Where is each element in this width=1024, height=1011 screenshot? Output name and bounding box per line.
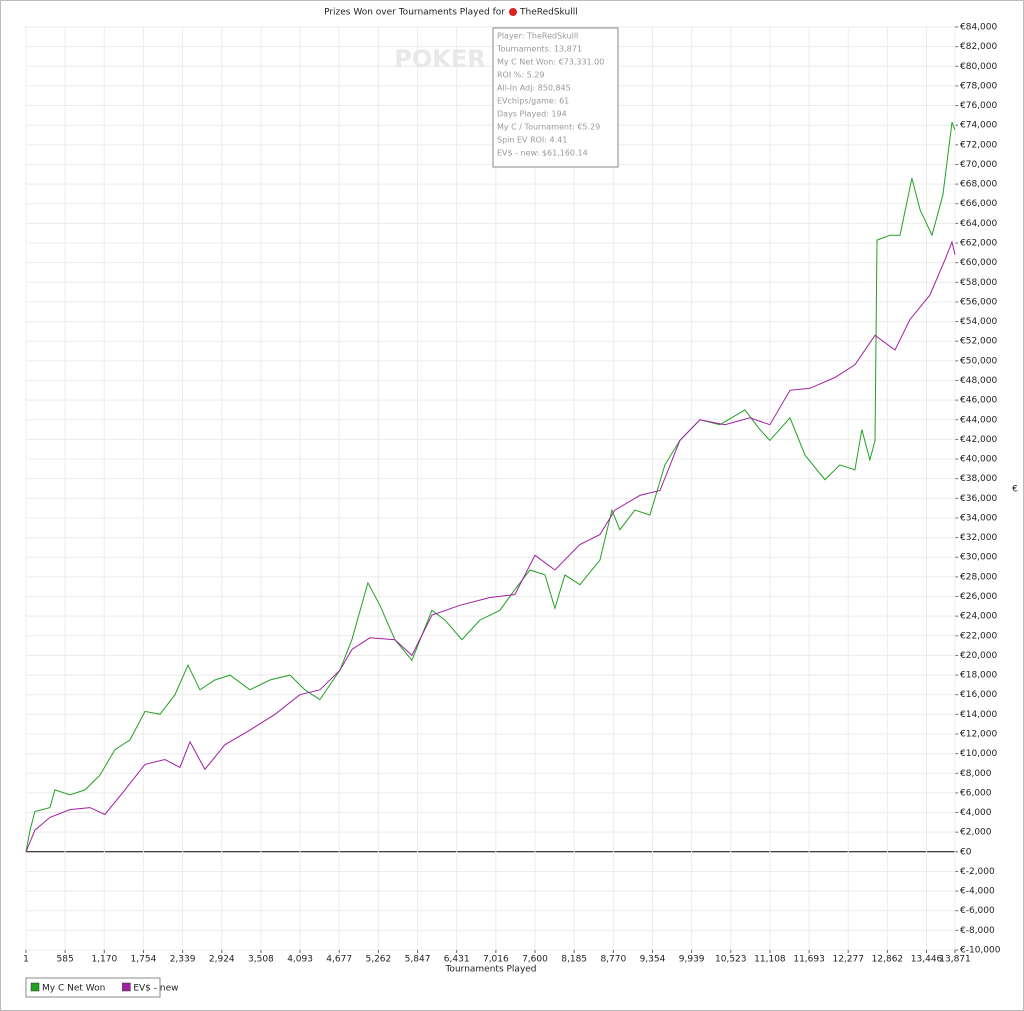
y-tick-label: €30,000	[960, 553, 997, 563]
y-tick-label: €74,000	[960, 121, 997, 131]
x-tick-label: 12,862	[872, 955, 904, 965]
tooltip: Player: TheRedSkulll Tournaments: 13,871 M…	[492, 27, 619, 168]
x-tick-label: 585	[57, 955, 74, 965]
y-tick-label: €46,000	[960, 396, 997, 406]
y-tick-label: €48,000	[960, 376, 997, 386]
legend-swatch	[122, 982, 131, 992]
tooltip-line: EV$ - new: $61,160.14	[497, 149, 588, 158]
x-tick-label: 1,170	[91, 955, 117, 965]
x-tick-label: 2,339	[170, 955, 196, 965]
y-tick-label: €-2,000	[960, 867, 995, 877]
tooltip-box	[492, 27, 619, 168]
y-tick-label: €50,000	[960, 356, 997, 366]
x-tick-label: 5,262	[365, 955, 391, 965]
tooltip-line: ROI %: 5.29	[497, 71, 544, 80]
x-tick-label: 1,754	[131, 955, 157, 965]
x-tick-label: 13,446	[911, 955, 943, 965]
x-tick-label: 6,431	[444, 955, 470, 965]
y-tick-label: €66,000	[960, 199, 997, 209]
x-tick-label: 10,523	[715, 955, 747, 965]
y-tick-label: €8,000	[960, 769, 992, 779]
x-tick-label: 9,939	[679, 955, 705, 965]
chart-title: Prizes Won over Tournaments Played for	[324, 8, 505, 18]
plot-area	[25, 26, 956, 951]
player-icon	[509, 8, 517, 16]
x-tick-label: 1	[23, 955, 29, 965]
y-tick-label: €16,000	[960, 690, 997, 700]
x-tick-label: 4,677	[326, 955, 352, 965]
x-tick-label: 12,277	[832, 955, 864, 965]
tooltip-line: Spin EV ROI: 4.41	[497, 136, 567, 145]
y-tick-label: €64,000	[960, 219, 997, 229]
y-tick-label: €38,000	[960, 474, 997, 484]
y-tick-label: €-8,000	[960, 926, 995, 936]
y-tick-label: €62,000	[960, 239, 997, 249]
series-line	[25, 240, 956, 852]
x-tick-label: 5,847	[405, 955, 431, 965]
y-tick-label: €22,000	[960, 631, 997, 641]
watermark: POKER	[394, 45, 485, 73]
y-tick-label: €54,000	[960, 317, 997, 327]
tooltip-line: My C Net Won: €73,331.00	[497, 58, 604, 67]
legend-label: My C Net Won	[42, 984, 105, 994]
tooltip-line: Days Played: 194	[497, 110, 567, 119]
y-tick-label: €80,000	[960, 62, 997, 72]
x-tick-label: 7,016	[483, 955, 509, 965]
y-tick-label: €12,000	[960, 729, 997, 739]
x-tick-label: 2,924	[209, 955, 235, 965]
y-tick-label: €52,000	[960, 337, 997, 347]
y-tick-label: €56,000	[960, 297, 997, 307]
y-tick-label: €26,000	[960, 592, 997, 602]
y-tick-label: €-4,000	[960, 887, 995, 897]
y-tick-label: €44,000	[960, 415, 997, 425]
y-tick-label: €72,000	[960, 140, 997, 150]
y-tick-label: €18,000	[960, 671, 997, 681]
legend-swatch	[30, 982, 40, 992]
x-tick-label: 13,871	[939, 955, 971, 965]
tooltip-line: Tournaments: 13,871	[496, 45, 582, 54]
player-name: TheRedSkulll	[519, 8, 578, 18]
tooltip-line: Player: TheRedSkulll	[497, 32, 578, 41]
y-tick-label: €20,000	[960, 651, 997, 661]
x-tick-label: 11,693	[793, 955, 825, 965]
y-tick-label: €-10,000	[960, 946, 1001, 956]
tooltip-line: My C / Tournament: €5.29	[497, 123, 600, 132]
x-tick-label: 11,108	[754, 955, 786, 965]
tooltip-line: EVchips/game: 61	[497, 97, 569, 106]
x-tick-label: 3,508	[248, 955, 274, 965]
y-tick-label: €24,000	[960, 612, 997, 622]
y-tick-label: €84,000	[960, 23, 997, 33]
y-tick-label: €82,000	[960, 42, 997, 52]
y-tick-label: €58,000	[960, 278, 997, 288]
x-tick-label: 7,600	[522, 955, 548, 965]
tooltip-line: All-In Adj: 850,845	[497, 84, 571, 93]
y-tick-label: €32,000	[960, 533, 997, 543]
x-tick-label: 8,770	[600, 955, 626, 965]
y-tick-label: €0	[960, 847, 972, 857]
y-tick-label: €70,000	[960, 160, 997, 170]
y-tick-label: €34,000	[960, 513, 997, 523]
y-tick-label: €10,000	[960, 749, 997, 759]
y-axis-label: €	[1012, 485, 1018, 495]
y-tick-label: €4,000	[960, 808, 992, 818]
y-tick-label: €14,000	[960, 710, 997, 720]
y-tick-label: €42,000	[960, 435, 997, 445]
x-tick-label: 4,093	[287, 955, 313, 965]
y-tick-label: €78,000	[960, 81, 997, 91]
x-axis-label: Tournaments Played	[444, 965, 536, 975]
y-tick-label: €2,000	[960, 828, 992, 838]
y-tick-label: €68,000	[960, 180, 997, 190]
x-tick-label: 8,185	[561, 955, 587, 965]
x-tick-label: 9,354	[640, 955, 666, 965]
y-tick-label: €-6,000	[960, 906, 995, 916]
y-tick-label: €28,000	[960, 572, 997, 582]
y-tick-label: €76,000	[960, 101, 997, 111]
legend-label: EV$ - new	[133, 984, 178, 994]
y-tick-label: €6,000	[960, 788, 992, 798]
y-tick-label: €36,000	[960, 494, 997, 504]
y-tick-label: €40,000	[960, 455, 997, 465]
y-tick-label: €60,000	[960, 258, 997, 268]
